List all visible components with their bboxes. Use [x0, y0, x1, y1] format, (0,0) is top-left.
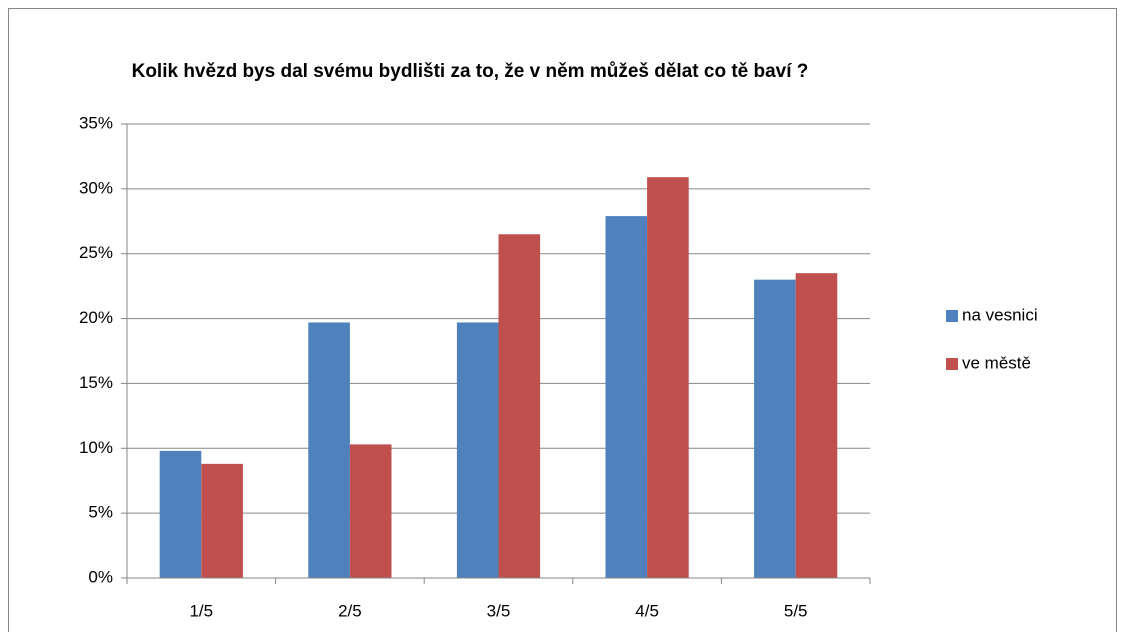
y-tick-label: 25%	[79, 243, 113, 262]
bar	[349, 444, 392, 578]
legend-label: na vesnici	[962, 305, 1038, 324]
chart-title: Kolik hvězd bys dal svému bydlišti za to…	[132, 61, 809, 82]
bar	[647, 177, 689, 578]
bar	[605, 216, 648, 578]
legend-label: ve městě	[962, 353, 1031, 372]
x-tick-label: 3/5	[487, 601, 511, 620]
y-tick-label: 20%	[79, 308, 113, 327]
y-tick-label: 30%	[79, 178, 113, 197]
bar	[498, 234, 541, 578]
bar	[308, 322, 350, 578]
y-tick-label: 10%	[79, 438, 113, 457]
bar	[201, 463, 243, 578]
y-tick-label: 35%	[79, 113, 113, 132]
x-tick-label: 2/5	[338, 601, 362, 620]
x-tick-label: 1/5	[189, 601, 213, 620]
bar	[754, 279, 796, 578]
y-tick-label: 15%	[79, 373, 113, 392]
bar	[159, 450, 202, 578]
y-tick-label: 0%	[88, 567, 113, 586]
legend-swatch	[946, 310, 958, 322]
x-tick-label: 5/5	[784, 601, 808, 620]
y-tick-label: 5%	[88, 503, 113, 522]
bar	[456, 322, 499, 578]
legend-swatch	[946, 358, 958, 370]
bar	[795, 273, 838, 578]
x-tick-label: 4/5	[635, 601, 659, 620]
